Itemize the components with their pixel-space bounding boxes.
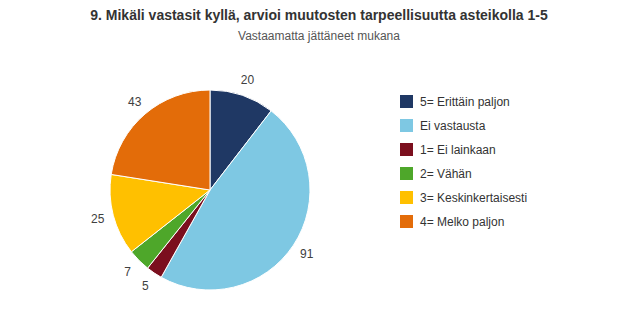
legend: 5= Erittäin paljon Ei vastausta 1= Ei lain…	[400, 95, 527, 229]
chart: 9. Mikäli vastasit kyllä, arvioi muutost…	[0, 0, 638, 322]
legend-label: 1= Ei lainkaan	[420, 143, 496, 157]
legend-swatch	[400, 119, 413, 132]
legend-label: 3= Keskinkertaisesti	[420, 191, 527, 205]
legend-item: Ei vastausta	[400, 119, 486, 133]
data-label: 91	[300, 247, 314, 261]
pie: 20 91 57 25 43	[91, 73, 314, 293]
legend-label: Ei vastausta	[420, 119, 486, 133]
legend-item: 2= Vähän	[400, 167, 472, 181]
legend-label: 5= Erittäin paljon	[420, 95, 510, 109]
legend-swatch	[400, 143, 413, 156]
title: 9. Mikäli vastasit kyllä, arvioi muutost…	[90, 7, 548, 23]
legend-swatch	[400, 191, 413, 204]
legend-swatch	[400, 95, 413, 108]
data-label: 7	[124, 265, 131, 279]
legend-item: 3= Keskinkertaisesti	[400, 191, 527, 205]
data-label: 20	[241, 73, 255, 87]
legend-item: 5= Erittäin paljon	[400, 95, 510, 109]
slice	[111, 90, 210, 190]
data-label: 5	[142, 279, 149, 293]
legend-label: 4= Melko paljon	[420, 215, 504, 229]
data-label: 25	[91, 212, 105, 226]
data-label: 43	[128, 95, 142, 109]
legend-label: 2= Vähän	[420, 167, 472, 181]
legend-item: 1= Ei lainkaan	[400, 143, 496, 157]
legend-swatch	[400, 167, 413, 180]
legend-item: 4= Melko paljon	[400, 215, 504, 229]
subtitle: Vastaamatta jättäneet mukana	[238, 29, 400, 43]
legend-swatch	[400, 215, 413, 228]
